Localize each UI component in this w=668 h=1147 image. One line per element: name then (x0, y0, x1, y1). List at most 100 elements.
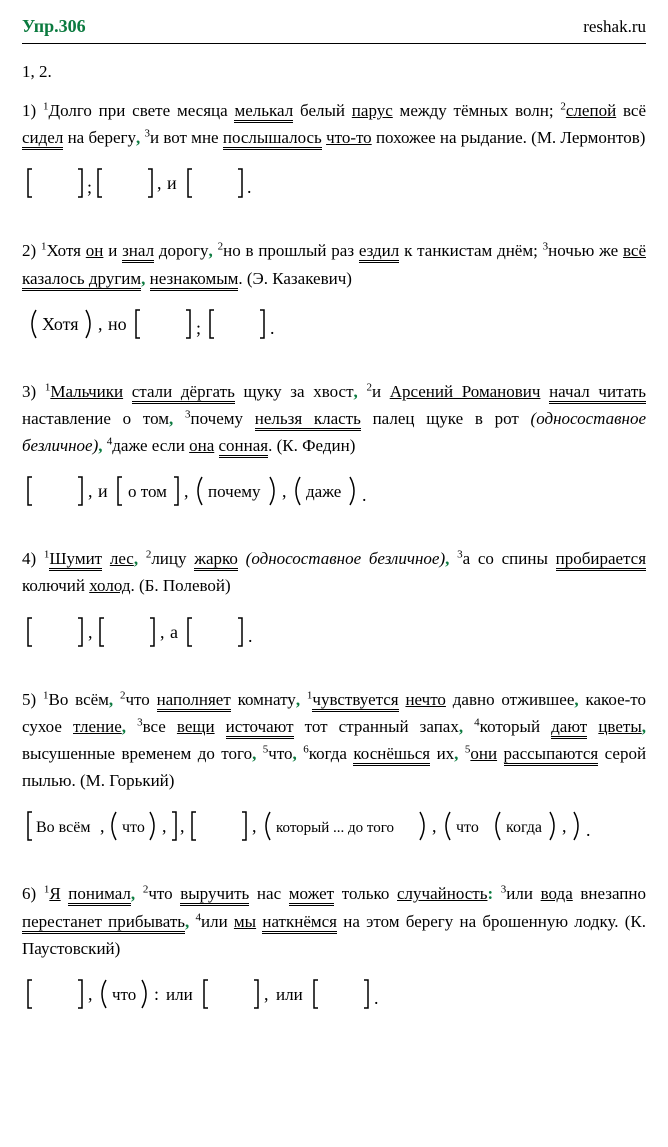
u: наполняет (157, 690, 231, 712)
u: знал (122, 241, 154, 263)
u: сонная (219, 436, 269, 458)
site-name: reshak.ru (583, 13, 646, 40)
svg-text:что: что (122, 819, 145, 836)
t: или (506, 884, 540, 903)
item-6: 6) 1Я понимал, 2что выручить нас может т… (22, 880, 646, 1016)
schema-4-svg: , , а . (22, 610, 302, 654)
t (540, 382, 549, 401)
c: , (454, 744, 465, 763)
t: даже если (112, 436, 189, 455)
svg-text:который ... до того: который ... до того (276, 820, 394, 836)
svg-text:,: , (282, 481, 287, 501)
u: вода (541, 884, 573, 903)
u: понимал (68, 884, 131, 906)
svg-text:,: , (88, 622, 93, 642)
c: , (354, 382, 367, 401)
u: ездил (359, 241, 399, 263)
t (587, 717, 598, 736)
c: , (109, 690, 120, 709)
t: палец щуке в рот (361, 409, 531, 428)
t: или (201, 912, 234, 931)
t: нас (249, 884, 288, 903)
t: что (268, 744, 292, 763)
t: лицу (151, 549, 194, 568)
t: комнату (231, 690, 296, 709)
svg-text:,: , (162, 816, 167, 836)
schema-6: , что : или , или . (22, 972, 646, 1016)
svg-text:или: или (166, 985, 193, 1004)
svg-text:.: . (586, 820, 591, 840)
t: а со спины (463, 549, 556, 568)
u: мелькал (234, 101, 293, 123)
t: Хотя (46, 241, 85, 260)
t: их (430, 744, 454, 763)
svg-text:,: , (180, 816, 185, 836)
t: похожее на рыдание. (М. Лермонтов) (372, 128, 646, 147)
item-3-text: 3) 1Мальчики стали дёргать щуку за хвост… (22, 378, 646, 460)
t: . (Б. Полевой) (130, 576, 230, 595)
u: стали дёргать (132, 382, 235, 404)
t: и (372, 382, 390, 401)
schema-1: ; , и . (22, 161, 646, 205)
t: всё (616, 101, 646, 120)
svg-text:но: но (108, 314, 127, 334)
num: 5) (22, 690, 43, 709)
u: вещи (177, 717, 215, 736)
subheader: 1, 2. (22, 58, 646, 85)
num: 4) (22, 549, 44, 568)
svg-text:,: , (88, 984, 93, 1004)
c: , (134, 549, 146, 568)
svg-text:,: , (252, 816, 257, 836)
u: незнакомым (150, 269, 239, 291)
t: белый (293, 101, 352, 120)
u: сидел (22, 128, 63, 150)
schema-2-svg: Хотя , но ; . (22, 302, 322, 346)
svg-text:,: , (562, 816, 567, 836)
c: , (131, 884, 143, 903)
c: , (169, 409, 185, 428)
svg-text:,: , (160, 622, 165, 642)
item-4-text: 4) 1Шумит лес, 2лицу жарко (односоставно… (22, 545, 646, 599)
svg-text:что: что (112, 985, 136, 1004)
u: дают (551, 717, 587, 739)
schema-3-svg: , и о том , почему , даже . (22, 469, 442, 513)
u: лес (110, 549, 134, 568)
svg-text:и: и (98, 481, 108, 501)
t: все (143, 717, 177, 736)
item-4: 4) 1Шумит лес, 2лицу жарко (односоставно… (22, 545, 646, 653)
svg-text:Во всём: Во всём (36, 819, 90, 836)
t: высушенные временем до того (22, 744, 252, 763)
c: , (574, 690, 585, 709)
c: , (296, 690, 307, 709)
item-2: 2) 1Хотя он и знал дорогу, 2но в прошлый… (22, 237, 646, 345)
u: слепой (566, 101, 616, 120)
t: что (148, 884, 180, 903)
t: колючий (22, 576, 89, 595)
c: , (459, 717, 474, 736)
svg-text:,: , (432, 816, 437, 836)
c: , (141, 269, 150, 288)
u: чувствуется (312, 690, 398, 712)
svg-text:или: или (276, 985, 303, 1004)
t: но в прошлый раз (223, 241, 359, 260)
c: , (293, 744, 304, 763)
u: перестанет прибывать (22, 912, 185, 934)
svg-text:даже: даже (306, 482, 341, 501)
u: всё (623, 241, 646, 260)
t (238, 549, 246, 568)
u: пробирается (556, 549, 646, 571)
u: источают (226, 717, 294, 739)
c: , (642, 717, 646, 736)
svg-text::: : (154, 984, 159, 1004)
schema-6-svg: , что : или , или . (22, 972, 462, 1016)
schema-1-svg: ; , и . (22, 161, 282, 205)
schema-5-svg: Во всём , что , , , который ... до того … (22, 804, 642, 848)
t: на берегу (63, 128, 136, 147)
c: , (185, 912, 195, 931)
c: , (122, 717, 137, 736)
t: что (126, 690, 157, 709)
svg-text:почему: почему (208, 482, 261, 501)
t: который (480, 717, 551, 736)
u: они (470, 744, 497, 763)
u: нельзя класть (255, 409, 361, 431)
